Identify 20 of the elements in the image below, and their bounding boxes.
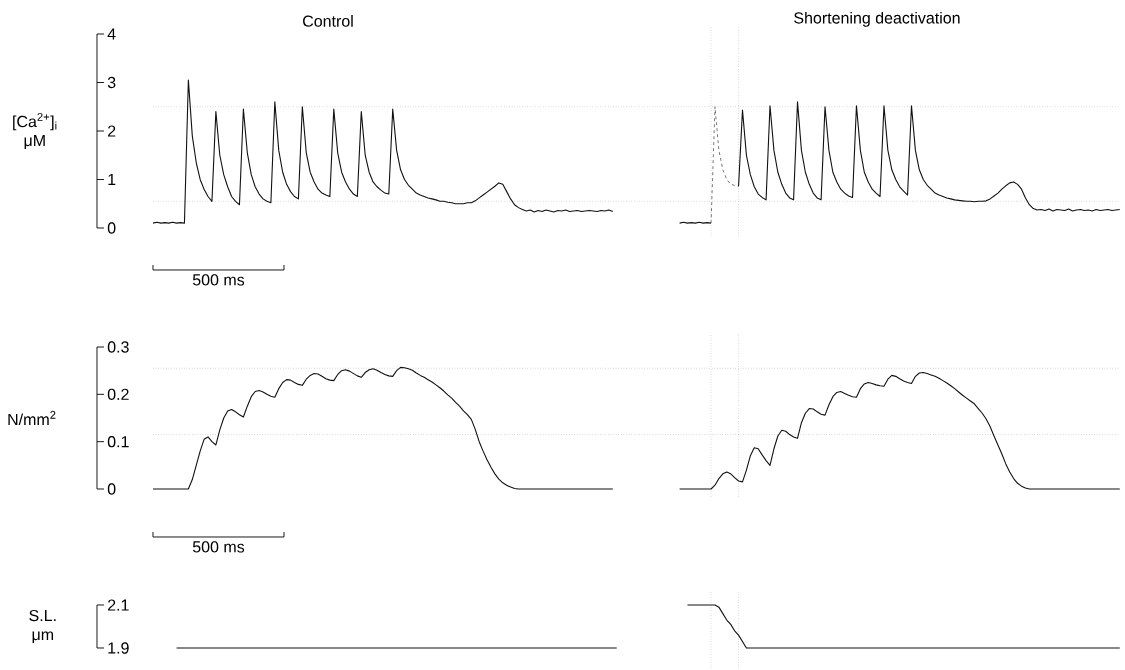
- y-axis-title: N/mm$^{2}$: [8, 410, 56, 426]
- text: 500 ms: [192, 274, 245, 286]
- y-tick-label: 1: [108, 173, 116, 185]
- y-tick-label: 3: [107, 76, 116, 89]
- y-tick-label: 0: [107, 222, 116, 234]
- line-series: [738, 101, 1121, 212]
- y-tick-label: 1.9: [108, 642, 129, 654]
- y-tick-label: 0.2: [107, 388, 129, 400]
- line-series: [710, 106, 739, 224]
- y-tick-label: 0.3: [107, 341, 129, 353]
- y-axis-title: S.L. μm: [29, 609, 56, 644]
- text: Shortening deactivation: [794, 11, 960, 27]
- y-tick-label: 2: [108, 125, 116, 137]
- text: 500 ms: [192, 541, 245, 553]
- y-tick-label: 4: [107, 28, 116, 40]
- y-tick-label: 0.1: [107, 436, 129, 448]
- text: Control: [303, 15, 353, 27]
- y-tick-label: 2.1: [108, 599, 129, 611]
- y-tick-label: 0: [107, 483, 116, 495]
- y-axis-title: [Ca$^{2+}$]$_{i}$ μM: [13, 112, 57, 150]
